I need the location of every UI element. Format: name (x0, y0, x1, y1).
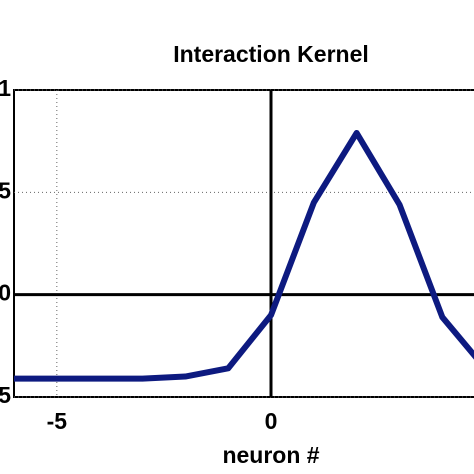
chart-title: Interaction Kernel (173, 41, 369, 67)
y-tick-label: 0 (0, 280, 11, 306)
x-tick-label: -5 (47, 408, 68, 434)
x-axis-label: neuron # (222, 442, 319, 468)
y-tick-label: 1 (0, 75, 11, 101)
y-tick-label: -0.5 (0, 382, 11, 408)
data-line (14, 129, 474, 382)
x-tick-label: 0 (265, 408, 278, 434)
y-tick-label: 0.5 (0, 177, 11, 203)
